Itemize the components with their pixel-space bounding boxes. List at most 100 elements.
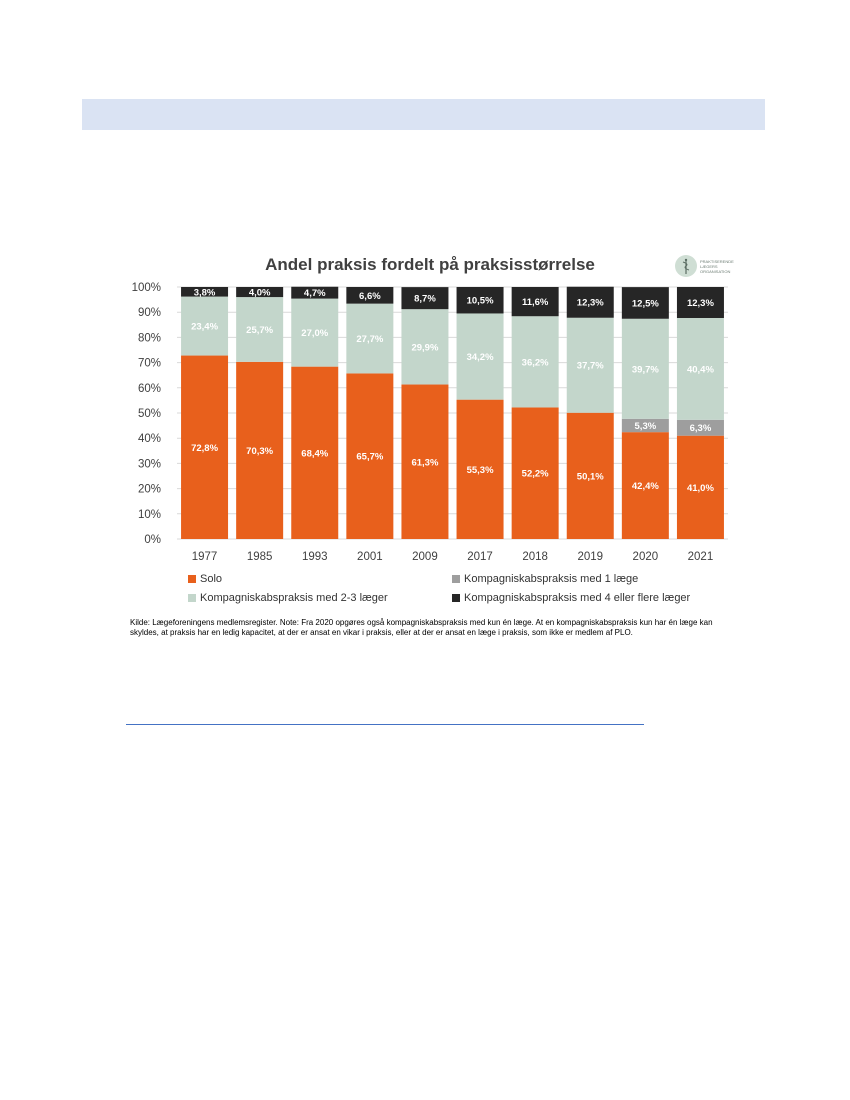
logo-line-3: ORGANISATION	[700, 268, 731, 274]
data-label-solo: 50,1%	[577, 471, 604, 482]
data-label-komp_4plus: 12,5%	[632, 299, 659, 310]
bar-segment-komp_4plus	[346, 287, 394, 304]
legend: Solo Kompagniskabspraksis med 1 læge Kom…	[188, 573, 728, 609]
data-label-komp_2_3: 27,7%	[356, 334, 383, 345]
data-label-komp_2_3: 27,0%	[301, 328, 328, 339]
x-tick-label: 1985	[247, 551, 273, 563]
bar-segment-solo	[401, 384, 449, 539]
bar-segment-solo	[291, 366, 339, 539]
y-tick-label: 100%	[132, 282, 161, 294]
bar-segment-komp_2_3	[181, 296, 229, 356]
bar-segment-komp_2_3	[346, 303, 394, 374]
caduceus-icon	[675, 255, 697, 277]
bar-segment-komp_4plus	[456, 287, 504, 314]
stacked-bar-chart: Andel praksis fordelt på praksisstørrels…	[132, 255, 728, 563]
bar-segment-komp_1	[676, 419, 724, 436]
bar-segment-solo	[621, 432, 669, 539]
y-tick-label: 20%	[138, 484, 161, 496]
data-label-solo: 42,4%	[632, 481, 659, 492]
data-label-solo: 41,0%	[687, 483, 714, 494]
x-tick-label: 1977	[192, 551, 218, 563]
bar-segment-komp_2_3	[401, 309, 449, 385]
plo-logo: PRAKTISERENDE LÆGERS ORGANISATION	[675, 252, 735, 280]
bar-segment-solo	[566, 412, 614, 539]
horizontal-rule	[126, 724, 644, 725]
legend-item-solo: Solo	[188, 573, 222, 585]
x-tick-label: 2021	[688, 551, 714, 563]
bar-segment-komp_4plus	[511, 287, 559, 317]
x-tick-label: 2018	[522, 551, 548, 563]
data-label-komp_2_3: 25,7%	[246, 325, 273, 336]
y-tick-label: 40%	[138, 433, 161, 445]
legend-item-komp-2-3: Kompagniskabspraksis med 2-3 læger	[188, 592, 388, 604]
legend-label-komp-1: Kompagniskabspraksis med 1 læge	[464, 573, 639, 585]
data-label-solo: 65,7%	[356, 452, 383, 463]
bar-segment-komp_4plus	[401, 287, 449, 310]
bar-segment-komp_2_3	[291, 298, 339, 367]
legend-swatch-komp-4plus	[452, 594, 460, 602]
legend-label-solo: Solo	[200, 573, 223, 585]
bar-segment-komp_4plus	[566, 286, 614, 318]
y-tick-label: 90%	[138, 307, 161, 319]
data-label-komp_2_3: 39,7%	[632, 364, 659, 375]
data-label-komp_1: 5,3%	[635, 421, 657, 432]
y-axis-ticks: 0% 10% 20% 30% 40% 50% 60% 70% 80% 90% 100%	[132, 282, 161, 546]
chart-title: Andel praksis fordelt på praksisstørrels…	[265, 255, 595, 274]
logo-text: PRAKTISERENDE LÆGERS ORGANISATION	[700, 259, 734, 274]
bar-segment-komp_4plus	[181, 287, 229, 297]
x-axis-ticks: 1977 1985 1993 2001 2009 2017 2018 2019 2020 2021	[192, 551, 713, 563]
data-label-solo: 70,3%	[246, 446, 273, 457]
bar-segment-komp_4plus	[291, 286, 339, 299]
legend-item-komp-1: Kompagniskabspraksis med 1 læge	[452, 573, 638, 585]
legend-label-komp-4plus: Kompagniskabspraksis med 4 eller flere l…	[464, 592, 691, 604]
data-label-komp_4plus: 12,3%	[687, 298, 714, 309]
bar-segment-solo	[456, 399, 504, 539]
data-label-solo: 55,3%	[467, 465, 494, 476]
data-label-komp_2_3: 23,4%	[191, 322, 218, 333]
bar-segment-komp_4plus	[621, 287, 669, 319]
data-label-komp_4plus: 3,8%	[194, 287, 216, 298]
bar-segment-komp_2_3	[236, 297, 284, 362]
x-tick-label: 2020	[633, 551, 659, 563]
bar-segment-komp_4plus	[236, 287, 284, 298]
data-label-komp_4plus: 6,6%	[359, 291, 381, 302]
data-label-solo: 72,8%	[191, 443, 218, 454]
bar-segment-komp_1	[621, 418, 669, 433]
legend-label-komp-2-3: Kompagniskabspraksis med 2-3 læger	[200, 592, 388, 604]
legend-item-komp-4plus: Kompagniskabspraksis med 4 eller flere l…	[452, 592, 690, 604]
data-label-komp_2_3: 36,2%	[522, 357, 549, 368]
header-band	[82, 99, 765, 130]
data-label-komp_2_3: 29,9%	[411, 342, 438, 353]
data-label-komp_2_3: 34,2%	[467, 352, 494, 363]
data-label-komp_4plus: 10,5%	[467, 296, 494, 307]
bar-segment-komp_2_3	[566, 317, 614, 413]
y-tick-label: 70%	[138, 358, 161, 370]
x-tick-label: 1993	[302, 551, 328, 563]
y-tick-label: 80%	[138, 332, 161, 344]
data-label-komp_4plus: 12,3%	[577, 298, 604, 309]
x-tick-label: 2019	[577, 551, 603, 563]
data-label-komp_2_3: 40,4%	[687, 364, 714, 375]
y-tick-label: 0%	[144, 534, 161, 546]
x-tick-label: 2001	[357, 551, 383, 563]
legend-swatch-komp-1	[452, 575, 460, 583]
bar-segment-komp_2_3	[511, 316, 559, 408]
data-label-komp_4plus: 11,6%	[522, 297, 549, 308]
logo-line-2: LÆGERS	[700, 263, 718, 269]
source-note: Kilde: Lægeforeningens medlemsregister. …	[130, 618, 713, 637]
bars: 72,8% 23,4% 3,8% 70,3% 25,7% 4,0% 68,4% 27,0% 4,…	[181, 286, 724, 539]
bar-segment-solo	[676, 435, 724, 539]
bar-segment-komp_2_3	[621, 318, 669, 419]
data-label-komp_2_3: 37,7%	[577, 361, 604, 372]
bar-segment-solo	[236, 361, 284, 539]
y-tick-label: 50%	[138, 408, 161, 420]
legend-swatch-komp-2-3	[188, 594, 196, 602]
data-label-komp_4plus: 4,0%	[249, 288, 271, 299]
data-label-solo: 68,4%	[301, 448, 328, 459]
bar-segment-solo	[346, 373, 394, 539]
chart-area: Andel praksis fordelt på praksisstørrels…	[120, 240, 740, 650]
bar-segment-solo	[511, 407, 559, 539]
bar-segment-komp_4plus	[676, 287, 724, 318]
y-tick-label: 60%	[138, 383, 161, 395]
legend-swatch-solo	[188, 575, 196, 583]
